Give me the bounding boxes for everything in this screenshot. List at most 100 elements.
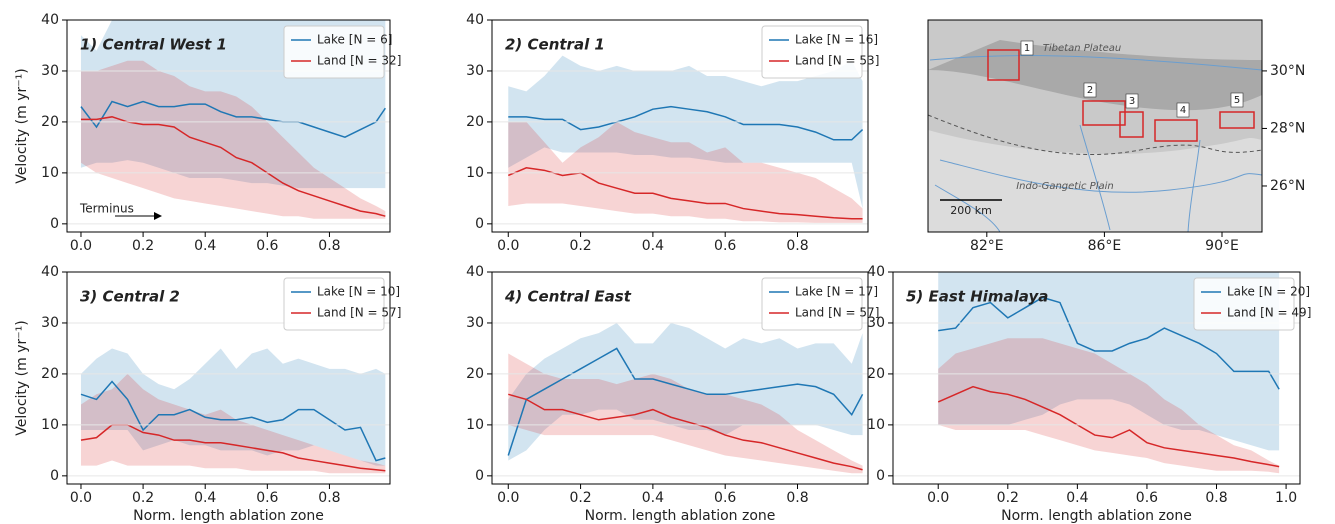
y-tick-label: 10 bbox=[41, 417, 59, 433]
plain bbox=[928, 130, 1262, 232]
y-axis-label: Velocity (m yr⁻¹) bbox=[14, 320, 30, 435]
x-tick-label: 90°E bbox=[1205, 238, 1239, 254]
x-tick-label: 0.0 bbox=[927, 490, 949, 506]
legend-box bbox=[761, 277, 863, 331]
legend-box bbox=[283, 277, 385, 331]
panel-title: 4) Central East bbox=[504, 288, 632, 306]
panel-title: 2) Central 1 bbox=[505, 36, 605, 54]
y-tick-label: 20 bbox=[867, 366, 885, 382]
study-region bbox=[1154, 119, 1198, 142]
line bbox=[508, 393, 863, 471]
y-tick-label: 0 bbox=[50, 216, 59, 232]
y-tick-label: 30 bbox=[867, 315, 885, 331]
annotation: Terminus bbox=[79, 202, 134, 216]
y-tick-label: 0 bbox=[475, 216, 484, 232]
x-axis-label: Norm. length ablation zone bbox=[1001, 508, 1192, 524]
y-tick-label: 0 bbox=[876, 468, 885, 484]
x-tick-label: 0.2 bbox=[569, 238, 591, 254]
y-tick-label: 40 bbox=[41, 264, 59, 280]
x-tick-label: 0.4 bbox=[194, 238, 216, 254]
y-tick-label: 30 bbox=[41, 315, 59, 331]
y-tick-label: 0 bbox=[475, 468, 484, 484]
x-tick-label: 0.8 bbox=[786, 238, 808, 254]
x-tick-label: 0.0 bbox=[70, 238, 92, 254]
line bbox=[80, 380, 386, 462]
y-tick-label: 30 bbox=[466, 315, 484, 331]
legend-label: Land [N = 32] bbox=[317, 54, 401, 68]
y-tick-label: 10 bbox=[466, 165, 484, 181]
study-region bbox=[987, 49, 1020, 81]
x-tick-label: 0.2 bbox=[132, 238, 154, 254]
line bbox=[80, 424, 386, 472]
frame bbox=[66, 271, 391, 485]
legend-label: Lake [N = 17] bbox=[795, 285, 878, 299]
x-tick-label: 0.2 bbox=[569, 490, 591, 506]
x-tick-label: 0.6 bbox=[256, 238, 278, 254]
river bbox=[929, 55, 1263, 71]
x-tick-label: 0.4 bbox=[194, 490, 216, 506]
region-label-box bbox=[1125, 93, 1139, 109]
legend-label: Land [N = 53] bbox=[795, 54, 879, 68]
y-axis-label: Velocity (m yr⁻¹) bbox=[14, 68, 30, 183]
terrain bbox=[928, 40, 1262, 111]
y-tick-label: 40 bbox=[466, 264, 484, 280]
region-label: 3 bbox=[1129, 96, 1135, 107]
y-tick-label: 20 bbox=[41, 366, 59, 382]
line bbox=[80, 100, 386, 139]
y-tick-label: 26°N bbox=[1270, 178, 1305, 194]
map-label: Tibetan Plateau bbox=[1043, 43, 1121, 54]
border bbox=[927, 114, 1263, 156]
band bbox=[80, 60, 386, 219]
legend-label: Lake [N = 16] bbox=[795, 33, 878, 47]
legend-label: Land [N = 57] bbox=[795, 306, 879, 320]
region-label: 4 bbox=[1180, 105, 1186, 116]
scale-label: 200 km bbox=[950, 204, 992, 217]
plot-area bbox=[507, 322, 864, 474]
x-tick-label: 0.8 bbox=[318, 490, 340, 506]
x-tick-label: 0.2 bbox=[132, 490, 154, 506]
legend-box bbox=[283, 25, 385, 79]
line bbox=[507, 347, 864, 456]
y-tick-label: 10 bbox=[466, 417, 484, 433]
region-label-box bbox=[1230, 92, 1244, 108]
y-tick-label: 30 bbox=[41, 63, 59, 79]
x-tick-label: 0.8 bbox=[786, 490, 808, 506]
y-tick-label: 40 bbox=[41, 12, 59, 28]
line bbox=[938, 296, 1280, 390]
y-tick-label: 20 bbox=[466, 114, 484, 130]
map-label: Indo-Gangetic Plain bbox=[1016, 181, 1114, 192]
band bbox=[508, 353, 863, 474]
x-tick-label: 0.4 bbox=[642, 490, 664, 506]
x-tick-label: 0.0 bbox=[497, 490, 519, 506]
legend-box bbox=[1193, 277, 1295, 331]
plot-area bbox=[80, 348, 386, 474]
x-tick-label: 0.2 bbox=[997, 490, 1019, 506]
legend-label: Lake [N = 20] bbox=[1227, 285, 1310, 299]
x-tick-label: 0.8 bbox=[318, 238, 340, 254]
x-tick-label: 0.6 bbox=[714, 238, 736, 254]
y-tick-label: 40 bbox=[466, 12, 484, 28]
band bbox=[508, 55, 863, 209]
frame bbox=[892, 271, 1301, 485]
study-region bbox=[1082, 100, 1126, 126]
panel-title: 3) Central 2 bbox=[80, 288, 180, 306]
x-tick-label: 82°E bbox=[970, 238, 1004, 254]
frame bbox=[491, 19, 869, 233]
y-tick-label: 30°N bbox=[1270, 63, 1305, 79]
band bbox=[80, 373, 386, 474]
band bbox=[508, 322, 863, 461]
x-tick-label: 0.8 bbox=[1205, 490, 1227, 506]
x-tick-label: 0.6 bbox=[714, 490, 736, 506]
legend-box bbox=[761, 25, 863, 79]
band bbox=[938, 338, 1280, 474]
x-tick-label: 0.0 bbox=[497, 238, 519, 254]
frame bbox=[927, 19, 1263, 233]
region-label: 5 bbox=[1234, 95, 1240, 106]
panel-title: 1) Central West 1 bbox=[80, 36, 227, 54]
band bbox=[80, 348, 386, 466]
region-label: 2 bbox=[1087, 85, 1093, 96]
line bbox=[937, 385, 1280, 468]
line bbox=[508, 105, 864, 141]
y-tick-label: 10 bbox=[41, 165, 59, 181]
